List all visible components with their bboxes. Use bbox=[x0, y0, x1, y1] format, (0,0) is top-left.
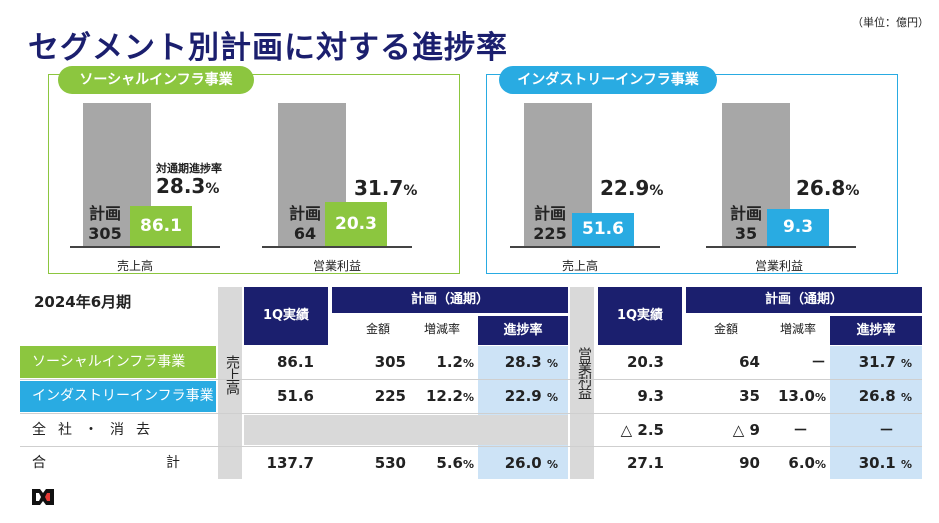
op-growth-header: 増減率 bbox=[779, 322, 816, 336]
rev-plan-cell: 530 bbox=[374, 454, 406, 472]
actual-value: 51.6 bbox=[582, 219, 624, 239]
social-revenue-plan: 計画 305 bbox=[83, 204, 127, 244]
rev-q1-header: 1Q実績 bbox=[244, 287, 328, 345]
row-divider bbox=[20, 379, 922, 380]
rev-progress-cell: 28.3 % bbox=[504, 353, 558, 371]
industry-revenue-caption: 売上高 bbox=[561, 259, 598, 273]
industry-op-caption: 営業利益 bbox=[754, 259, 803, 273]
op-label-column bbox=[570, 287, 594, 479]
op-progress-cell: － bbox=[878, 421, 894, 439]
social-op-baseline bbox=[262, 246, 412, 248]
row-divider bbox=[20, 446, 922, 447]
plan-label: 計画 bbox=[288, 204, 321, 223]
op-progress-cell: 31.7 % bbox=[858, 353, 912, 371]
unit-note: （単位：億円） bbox=[852, 16, 929, 29]
row-label-industry: インダストリーインフラ事業 bbox=[20, 381, 216, 412]
industry-op-baseline bbox=[706, 246, 856, 248]
industry-op-plan: 計画 35 bbox=[724, 204, 768, 244]
op-plan-cell: 35 bbox=[739, 387, 760, 405]
industry-op-actual-bar: 9.3 bbox=[767, 209, 829, 246]
op-plan-header: 計画（通期） bbox=[686, 287, 922, 313]
row-label-total: 合計 bbox=[32, 455, 300, 471]
op-q1-cell: 27.1 bbox=[626, 454, 664, 472]
industry-revenue-actual-bar: 51.6 bbox=[572, 213, 634, 246]
social-op-rate: 31.7% bbox=[354, 176, 418, 200]
op-amount-header: 金額 bbox=[713, 322, 738, 336]
industry-infra-title: インダストリーインフラ事業 bbox=[499, 66, 717, 94]
plan-label: 計画 bbox=[88, 204, 121, 223]
rev-progress-column bbox=[478, 346, 568, 479]
op-growth-cell: 6.0% bbox=[788, 454, 826, 472]
op-progress-cell: 30.1 % bbox=[858, 454, 912, 472]
plan-label: 計画 bbox=[729, 204, 762, 223]
op-progress-cell: 26.8 % bbox=[858, 387, 912, 405]
rev-label-column bbox=[218, 287, 242, 479]
row-label-elimination: 全社・消去 bbox=[32, 422, 162, 438]
row-divider bbox=[20, 413, 922, 414]
plan-value: 35 bbox=[734, 224, 758, 243]
rev-growth-header: 増減率 bbox=[423, 322, 460, 336]
rev-progress-cell: 26.0 % bbox=[504, 454, 558, 472]
actual-value: 9.3 bbox=[782, 217, 814, 237]
page-title: セグメント別計画に対する進捗率 bbox=[28, 30, 508, 66]
op-plan-cell: △ 9 bbox=[732, 421, 760, 439]
actual-value: 86.1 bbox=[140, 216, 182, 236]
rev-plan-cell: 225 bbox=[374, 387, 406, 405]
rev-growth-cell: 1.2% bbox=[436, 353, 474, 371]
op-growth-cell: － bbox=[792, 421, 808, 439]
industry-revenue-baseline bbox=[510, 246, 660, 248]
op-progress-header: 進捗率 bbox=[830, 316, 922, 345]
industry-op-rate: 26.8% bbox=[796, 176, 860, 200]
social-revenue-rate-label: 対通期進捗率 bbox=[156, 162, 222, 175]
rev-plan-header: 計画（通期） bbox=[332, 287, 568, 313]
industry-revenue-rate: 22.9% bbox=[600, 176, 664, 200]
op-q1-cell: 20.3 bbox=[626, 353, 664, 371]
rev-progress-header: 進捗率 bbox=[478, 316, 568, 345]
rev-section-label: 売上高 bbox=[224, 355, 240, 394]
op-growth-cell: 13.0% bbox=[777, 387, 826, 405]
social-revenue-baseline bbox=[70, 246, 220, 248]
op-q1-cell: 9.3 bbox=[637, 387, 664, 405]
social-op-caption: 営業利益 bbox=[312, 259, 361, 273]
rev-plan-cell: 305 bbox=[374, 353, 406, 371]
rev-elimination-blank bbox=[244, 415, 568, 445]
plan-value: 64 bbox=[293, 224, 317, 243]
period-label: 2024年6月期 bbox=[34, 293, 132, 311]
company-logo-icon bbox=[32, 489, 54, 505]
row-label-social: ソーシャルインフラ事業 bbox=[20, 346, 216, 378]
social-revenue-caption: 売上高 bbox=[116, 259, 153, 273]
rev-amount-header: 金額 bbox=[365, 322, 390, 336]
social-op-plan: 計画 64 bbox=[283, 204, 327, 244]
plan-value: 225 bbox=[533, 224, 567, 243]
op-growth-cell: － bbox=[810, 353, 826, 371]
op-plan-cell: 90 bbox=[739, 454, 760, 472]
op-q1-header: 1Q実績 bbox=[598, 287, 682, 345]
op-section-label: 営業利益 bbox=[576, 347, 592, 399]
op-progress-column bbox=[830, 346, 922, 479]
actual-value: 20.3 bbox=[335, 214, 377, 234]
rev-growth-cell: 5.6% bbox=[436, 454, 474, 472]
social-revenue-actual-bar: 86.1 bbox=[130, 206, 192, 246]
social-infra-panel bbox=[48, 74, 460, 274]
plan-label: 計画 bbox=[533, 204, 566, 223]
rev-q1-cell: 137.7 bbox=[266, 454, 314, 472]
rev-q1-cell: 86.1 bbox=[276, 353, 314, 371]
social-infra-title: ソーシャルインフラ事業 bbox=[58, 66, 254, 94]
rev-q1-cell: 51.6 bbox=[276, 387, 314, 405]
op-q1-cell: △ 2.5 bbox=[620, 421, 664, 439]
rev-growth-cell: 12.2% bbox=[425, 387, 474, 405]
industry-revenue-plan: 計画 225 bbox=[528, 204, 572, 244]
social-revenue-rate: 28.3% bbox=[156, 174, 220, 198]
social-op-actual-bar: 20.3 bbox=[325, 202, 387, 246]
plan-value: 305 bbox=[88, 224, 122, 243]
op-plan-cell: 64 bbox=[739, 353, 760, 371]
rev-progress-cell: 22.9 % bbox=[504, 387, 558, 405]
